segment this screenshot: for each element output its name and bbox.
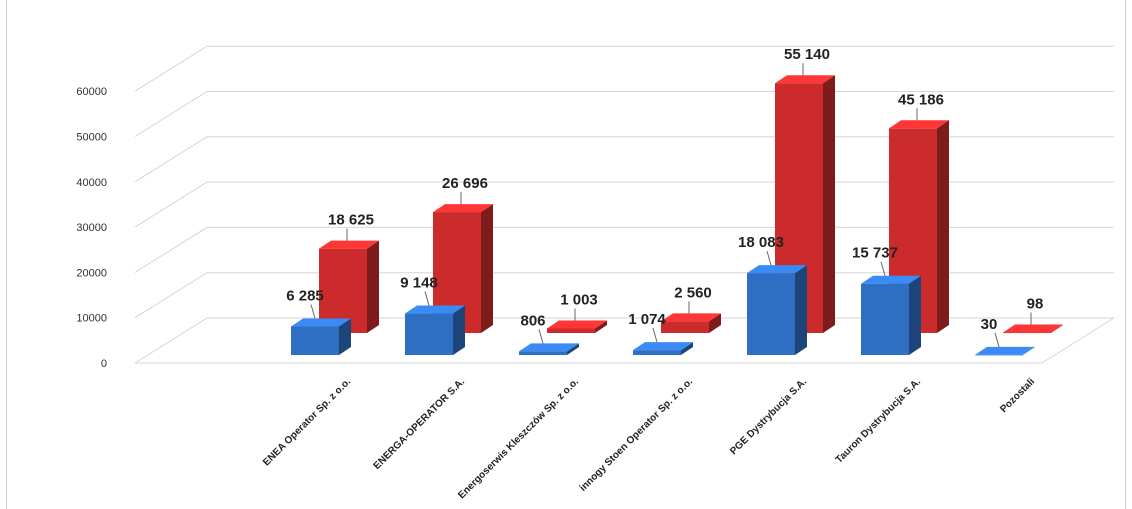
data-label: 30 — [981, 316, 998, 333]
category-label: PGE Dystrybucja S.A. — [728, 376, 809, 457]
y-tick-label: 0 — [101, 358, 107, 370]
front-bar-top — [519, 343, 579, 352]
series-front-bars — [291, 265, 1035, 356]
back-bar-side — [595, 320, 607, 333]
data-label: 1 003 — [560, 291, 598, 308]
grid-line — [134, 91, 1114, 137]
y-tick-label: 60000 — [76, 86, 107, 98]
front-bar-front — [405, 313, 453, 355]
data-label: 806 — [520, 312, 545, 329]
data-labels: 18 625 26 696 1 003 2 560 55 140 45 186 98 6 28… — [286, 46, 1044, 348]
bar-chart-3d: 0 10000 20000 30000 40000 50000 60000 18 625 26… — [76, 45, 1115, 501]
data-label: 45 186 — [898, 91, 944, 108]
front-bar-front — [747, 273, 795, 355]
leader-line — [880, 261, 886, 276]
category-label: ENERGA-OPERATOR S.A. — [372, 376, 468, 472]
data-label: 26 696 — [442, 175, 488, 192]
front-bar-front — [291, 326, 339, 355]
y-axis: 0 10000 20000 30000 40000 50000 60000 — [76, 86, 107, 370]
grid-line — [134, 317, 1114, 364]
front-bar-front — [633, 350, 681, 355]
grid-line — [134, 136, 1114, 183]
front-bar-top — [747, 265, 807, 274]
chart-frame: 0 10000 20000 30000 40000 50000 60000 18 625 26… — [6, 0, 1126, 509]
data-label: 6 285 — [286, 288, 324, 305]
back-bar-front — [1003, 332, 1051, 334]
data-label: 15 737 — [852, 245, 898, 262]
category-label: Energoserwis Kleszczów Sp. z o.o. — [456, 376, 581, 501]
grid-line — [134, 272, 1114, 319]
y-tick-label: 20000 — [76, 267, 107, 279]
back-bar-top — [889, 120, 949, 129]
front-bar-side — [567, 343, 579, 355]
front-bar-front — [975, 354, 1023, 356]
category-label: innogy Stoen Operator Sp. z o.o. — [578, 376, 696, 494]
data-label: 55 140 — [784, 46, 830, 63]
back-bar-side — [823, 75, 835, 334]
back-bar-top — [661, 313, 721, 322]
y-tick-label: 10000 — [76, 313, 107, 325]
grid-line — [134, 181, 1114, 228]
grid-line — [134, 226, 1114, 273]
front-bar-front — [519, 351, 567, 355]
front-bar-side — [1023, 346, 1035, 355]
front-bar-side — [339, 318, 351, 355]
front-bar-top — [405, 305, 465, 314]
front-bar-side — [795, 265, 807, 355]
leader-line — [652, 327, 658, 343]
grid-lines — [134, 45, 1115, 364]
data-label: 1 074 — [628, 311, 666, 328]
front-bar-front — [861, 283, 909, 355]
back-bar-top — [775, 75, 835, 84]
category-label: Tauron Dystrybucja S.A. — [834, 376, 924, 466]
front-bar-top — [291, 318, 351, 327]
back-bar-front — [661, 321, 709, 333]
leader-line — [424, 291, 430, 306]
front-bar-side — [909, 275, 921, 355]
front-bar-top — [975, 346, 1035, 355]
y-tick-label: 50000 — [76, 132, 107, 144]
back-bar-side — [937, 120, 949, 333]
back-bar-side — [709, 313, 721, 333]
front-bar-side — [453, 305, 465, 355]
back-bar-side — [481, 204, 493, 333]
data-label: 2 560 — [674, 284, 712, 301]
grid-line — [134, 45, 1114, 92]
x-axis: ENEA Operator Sp. z o.o. ENERGA-OPERATOR … — [261, 376, 1037, 501]
leader-line — [766, 250, 772, 266]
front-bar-side — [681, 342, 693, 355]
leader-line — [538, 329, 544, 344]
floor-side-edge — [1041, 317, 1115, 364]
y-tick-label: 40000 — [76, 177, 107, 189]
data-label: 9 148 — [400, 275, 438, 292]
leader-line — [994, 332, 1000, 348]
y-tick-label: 30000 — [76, 222, 107, 234]
data-label: 98 — [1027, 296, 1044, 313]
category-label: ENEA Operator Sp. z o.o. — [261, 376, 353, 468]
back-bar-top — [1003, 324, 1063, 333]
front-bar-top — [861, 275, 921, 284]
back-bar-side — [367, 240, 379, 333]
category-label: Pozostali — [998, 376, 1037, 415]
front-bar-top — [633, 342, 693, 351]
data-label: 18 083 — [738, 234, 784, 251]
back-bar-top — [319, 240, 379, 249]
back-bar-side — [1051, 324, 1063, 333]
back-bar-front — [547, 328, 595, 333]
back-bar-top — [433, 204, 493, 213]
leader-line — [310, 304, 316, 319]
data-label: 18 625 — [328, 212, 374, 229]
back-bar-top — [547, 320, 607, 329]
